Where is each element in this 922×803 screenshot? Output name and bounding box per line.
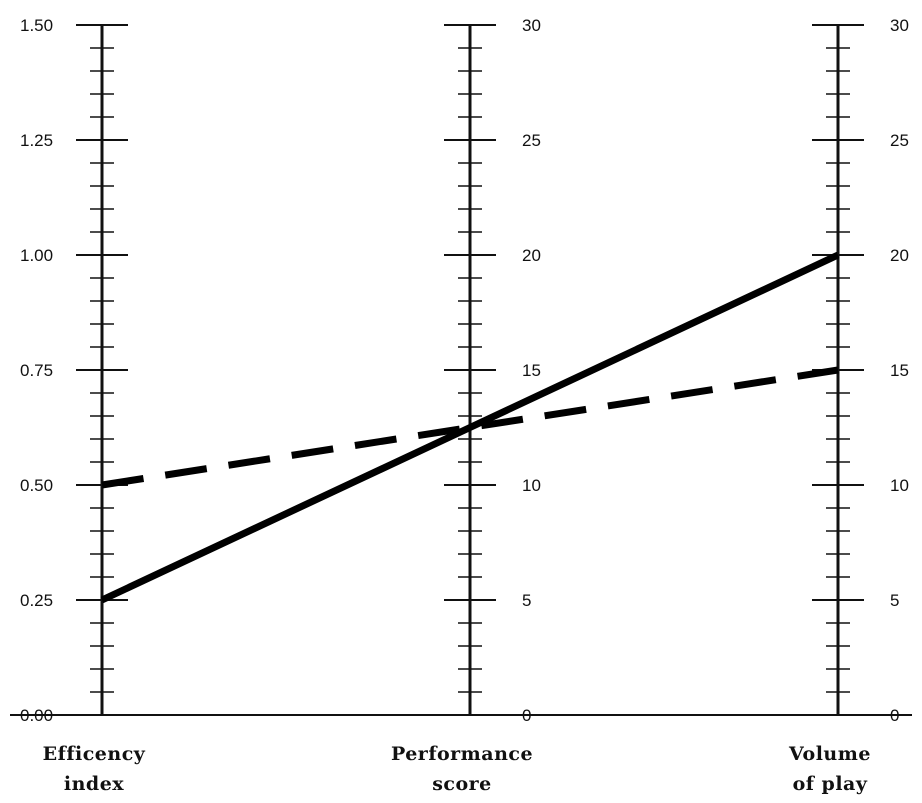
axis-title-efficiency: Efficency xyxy=(43,743,146,765)
tick-label-performance: 20 xyxy=(522,246,541,265)
tick-label-volume: 30 xyxy=(890,16,909,35)
tick-label-performance: 25 xyxy=(522,131,541,150)
tick-label-performance: 5 xyxy=(522,591,531,610)
tick-label-efficiency: 0.25 xyxy=(20,591,53,610)
tick-label-efficiency: 0.50 xyxy=(20,476,53,495)
tick-label-efficiency: 1.00 xyxy=(20,246,53,265)
tick-label-performance: 0 xyxy=(522,706,531,725)
tick-label-efficiency: 0.75 xyxy=(20,361,53,380)
tick-label-volume: 20 xyxy=(890,246,909,265)
tick-label-performance: 15 xyxy=(522,361,541,380)
tick-label-volume: 25 xyxy=(890,131,909,150)
tick-label-efficiency: 1.25 xyxy=(20,131,53,150)
tick-label-performance: 10 xyxy=(522,476,541,495)
axis-title-performance: Performance xyxy=(391,743,533,765)
tick-label-efficiency: 1.50 xyxy=(20,16,53,35)
series-line-solid xyxy=(100,251,840,604)
tick-label-performance: 30 xyxy=(522,16,541,35)
tick-label-efficiency: 0.00 xyxy=(20,706,53,725)
tick-label-volume: 10 xyxy=(890,476,909,495)
tick-label-volume: 0 xyxy=(890,706,899,725)
axis-title-volume: Volume xyxy=(788,743,871,765)
axis-title-efficiency: index xyxy=(64,773,124,795)
axis-title-volume: of play xyxy=(793,773,868,795)
axis-title-performance: score xyxy=(432,773,492,795)
tick-label-volume: 5 xyxy=(890,591,899,610)
tick-label-volume: 15 xyxy=(890,361,909,380)
